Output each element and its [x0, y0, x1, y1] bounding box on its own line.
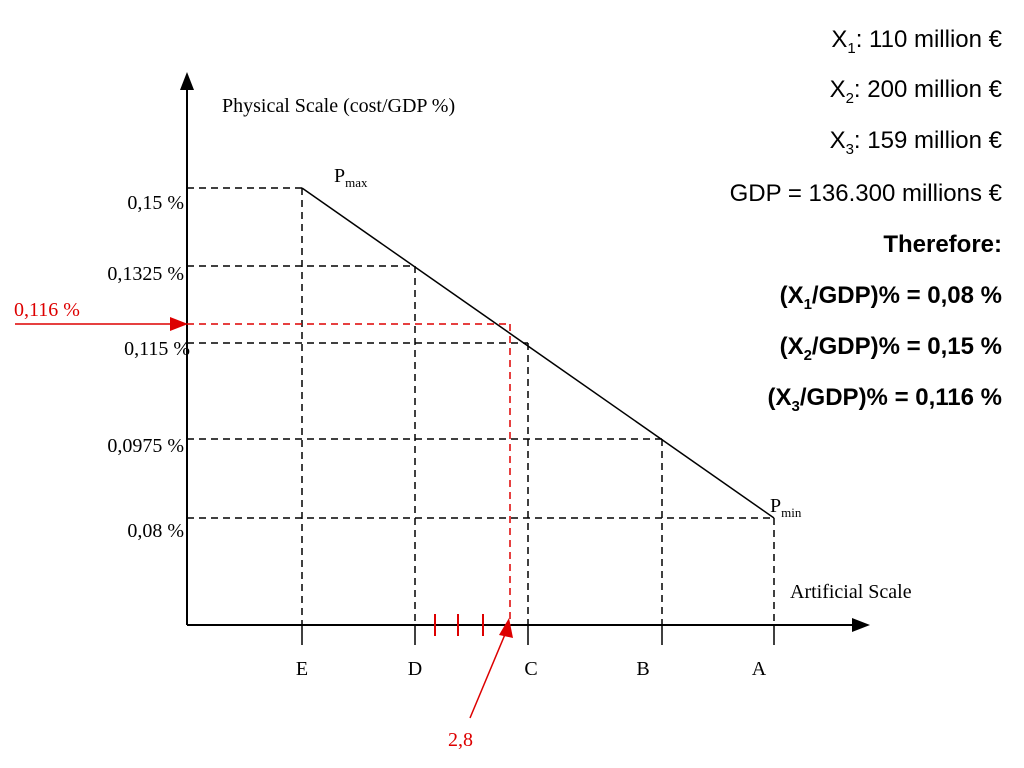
info-x1: X1: 110 million €	[831, 26, 1002, 57]
info-ratio-1: (X1/GDP)% = 0,08 %	[779, 282, 1002, 313]
x-tick-label: D	[408, 658, 422, 680]
highlight-y-label: 0,116 %	[14, 299, 80, 321]
y-tick-label: 0,08 %	[127, 520, 184, 542]
y-tick-label: 0,0975 %	[107, 435, 184, 457]
x-tick-label: A	[752, 658, 767, 680]
x-axis-title: Artificial Scale	[790, 581, 912, 603]
info-x2: X2: 200 million €	[829, 76, 1002, 107]
y-tick-label: 0,115 %	[124, 338, 190, 360]
y-tick-label: 0,15 %	[127, 192, 184, 214]
x-tick-label: C	[524, 658, 537, 680]
highlight-y-arrowhead	[170, 317, 188, 331]
info-therefore: Therefore:	[883, 231, 1002, 258]
y-tick-label: 0,1325 %	[107, 263, 184, 285]
highlight-x-arrowhead	[499, 618, 513, 638]
highlight-x-arrow-shaft	[469, 631, 507, 719]
info-ratio-2: (X2/GDP)% = 0,15 %	[779, 333, 1002, 364]
p-min-label: Pmin	[770, 495, 802, 520]
x-axis-arrow	[852, 618, 870, 632]
highlight-x-label: 2,8	[448, 729, 473, 751]
x-tick-label: E	[296, 658, 308, 680]
x-tick-label: B	[636, 658, 649, 680]
y-axis-arrow	[180, 72, 194, 90]
info-gdp: GDP = 136.300 millions €	[729, 180, 1002, 207]
info-x3: X3: 159 million €	[829, 127, 1002, 158]
y-axis-title: Physical Scale (cost/GDP %)	[222, 95, 455, 117]
scale-line	[301, 187, 775, 519]
info-ratio-3: (X3/GDP)% = 0,116 %	[767, 384, 1002, 415]
p-max-label: Pmax	[334, 165, 368, 190]
